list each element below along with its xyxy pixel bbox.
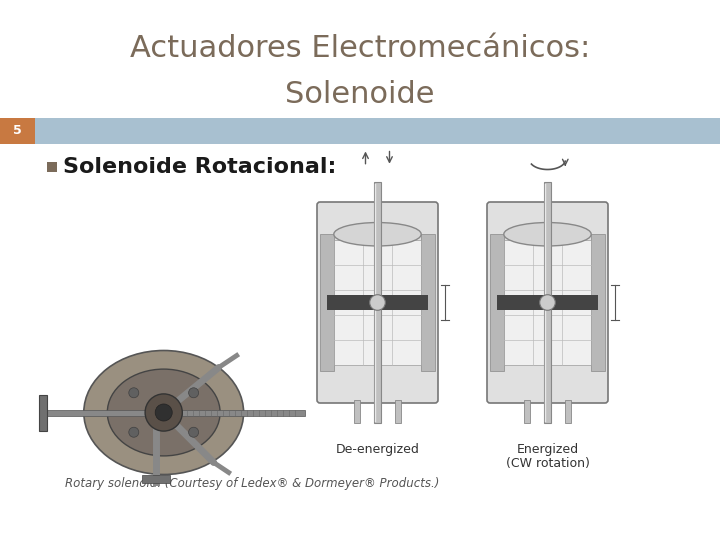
Ellipse shape (107, 369, 220, 456)
Bar (374, 181, 381, 423)
Bar (490, 234, 504, 371)
Ellipse shape (334, 222, 421, 246)
Bar (544, 181, 552, 423)
Text: Solenoide Rotacional:: Solenoide Rotacional: (63, 157, 336, 178)
Bar (524, 400, 530, 423)
Bar (142, 475, 170, 483)
Text: Rotary solenoid. (Courtesy of Ledex® & Dormeyer® Products.): Rotary solenoid. (Courtesy of Ledex® & D… (65, 477, 439, 490)
Bar (39, 395, 47, 430)
Circle shape (540, 295, 555, 310)
FancyBboxPatch shape (487, 202, 608, 403)
Bar (565, 400, 571, 423)
Text: Solenoide: Solenoide (285, 80, 435, 109)
Bar (0, 118, 720, 144)
Bar (182, 409, 305, 415)
Ellipse shape (504, 222, 591, 246)
Bar (47, 409, 145, 415)
Circle shape (189, 427, 199, 437)
Bar (320, 234, 334, 371)
Circle shape (129, 427, 139, 437)
Circle shape (129, 388, 139, 398)
Bar (327, 295, 428, 310)
Text: De-energized: De-energized (336, 443, 420, 456)
Text: 5: 5 (13, 124, 22, 137)
Circle shape (189, 388, 199, 398)
Ellipse shape (84, 350, 243, 475)
Bar (0, 118, 35, 144)
Circle shape (145, 394, 182, 431)
Circle shape (369, 295, 385, 310)
Bar (497, 295, 598, 310)
Text: (CW rotation): (CW rotation) (505, 457, 590, 470)
Bar (504, 240, 591, 365)
Bar (334, 240, 421, 365)
Bar (395, 400, 401, 423)
Circle shape (156, 404, 172, 421)
Text: Energized: Energized (516, 443, 579, 456)
Bar (544, 400, 551, 423)
Bar (47, 163, 57, 172)
Bar (421, 234, 435, 371)
FancyBboxPatch shape (317, 202, 438, 403)
Bar (354, 400, 360, 423)
Text: Actuadores Electromecánicos:: Actuadores Electromecánicos: (130, 34, 590, 63)
Bar (374, 400, 380, 423)
Bar (591, 234, 605, 371)
